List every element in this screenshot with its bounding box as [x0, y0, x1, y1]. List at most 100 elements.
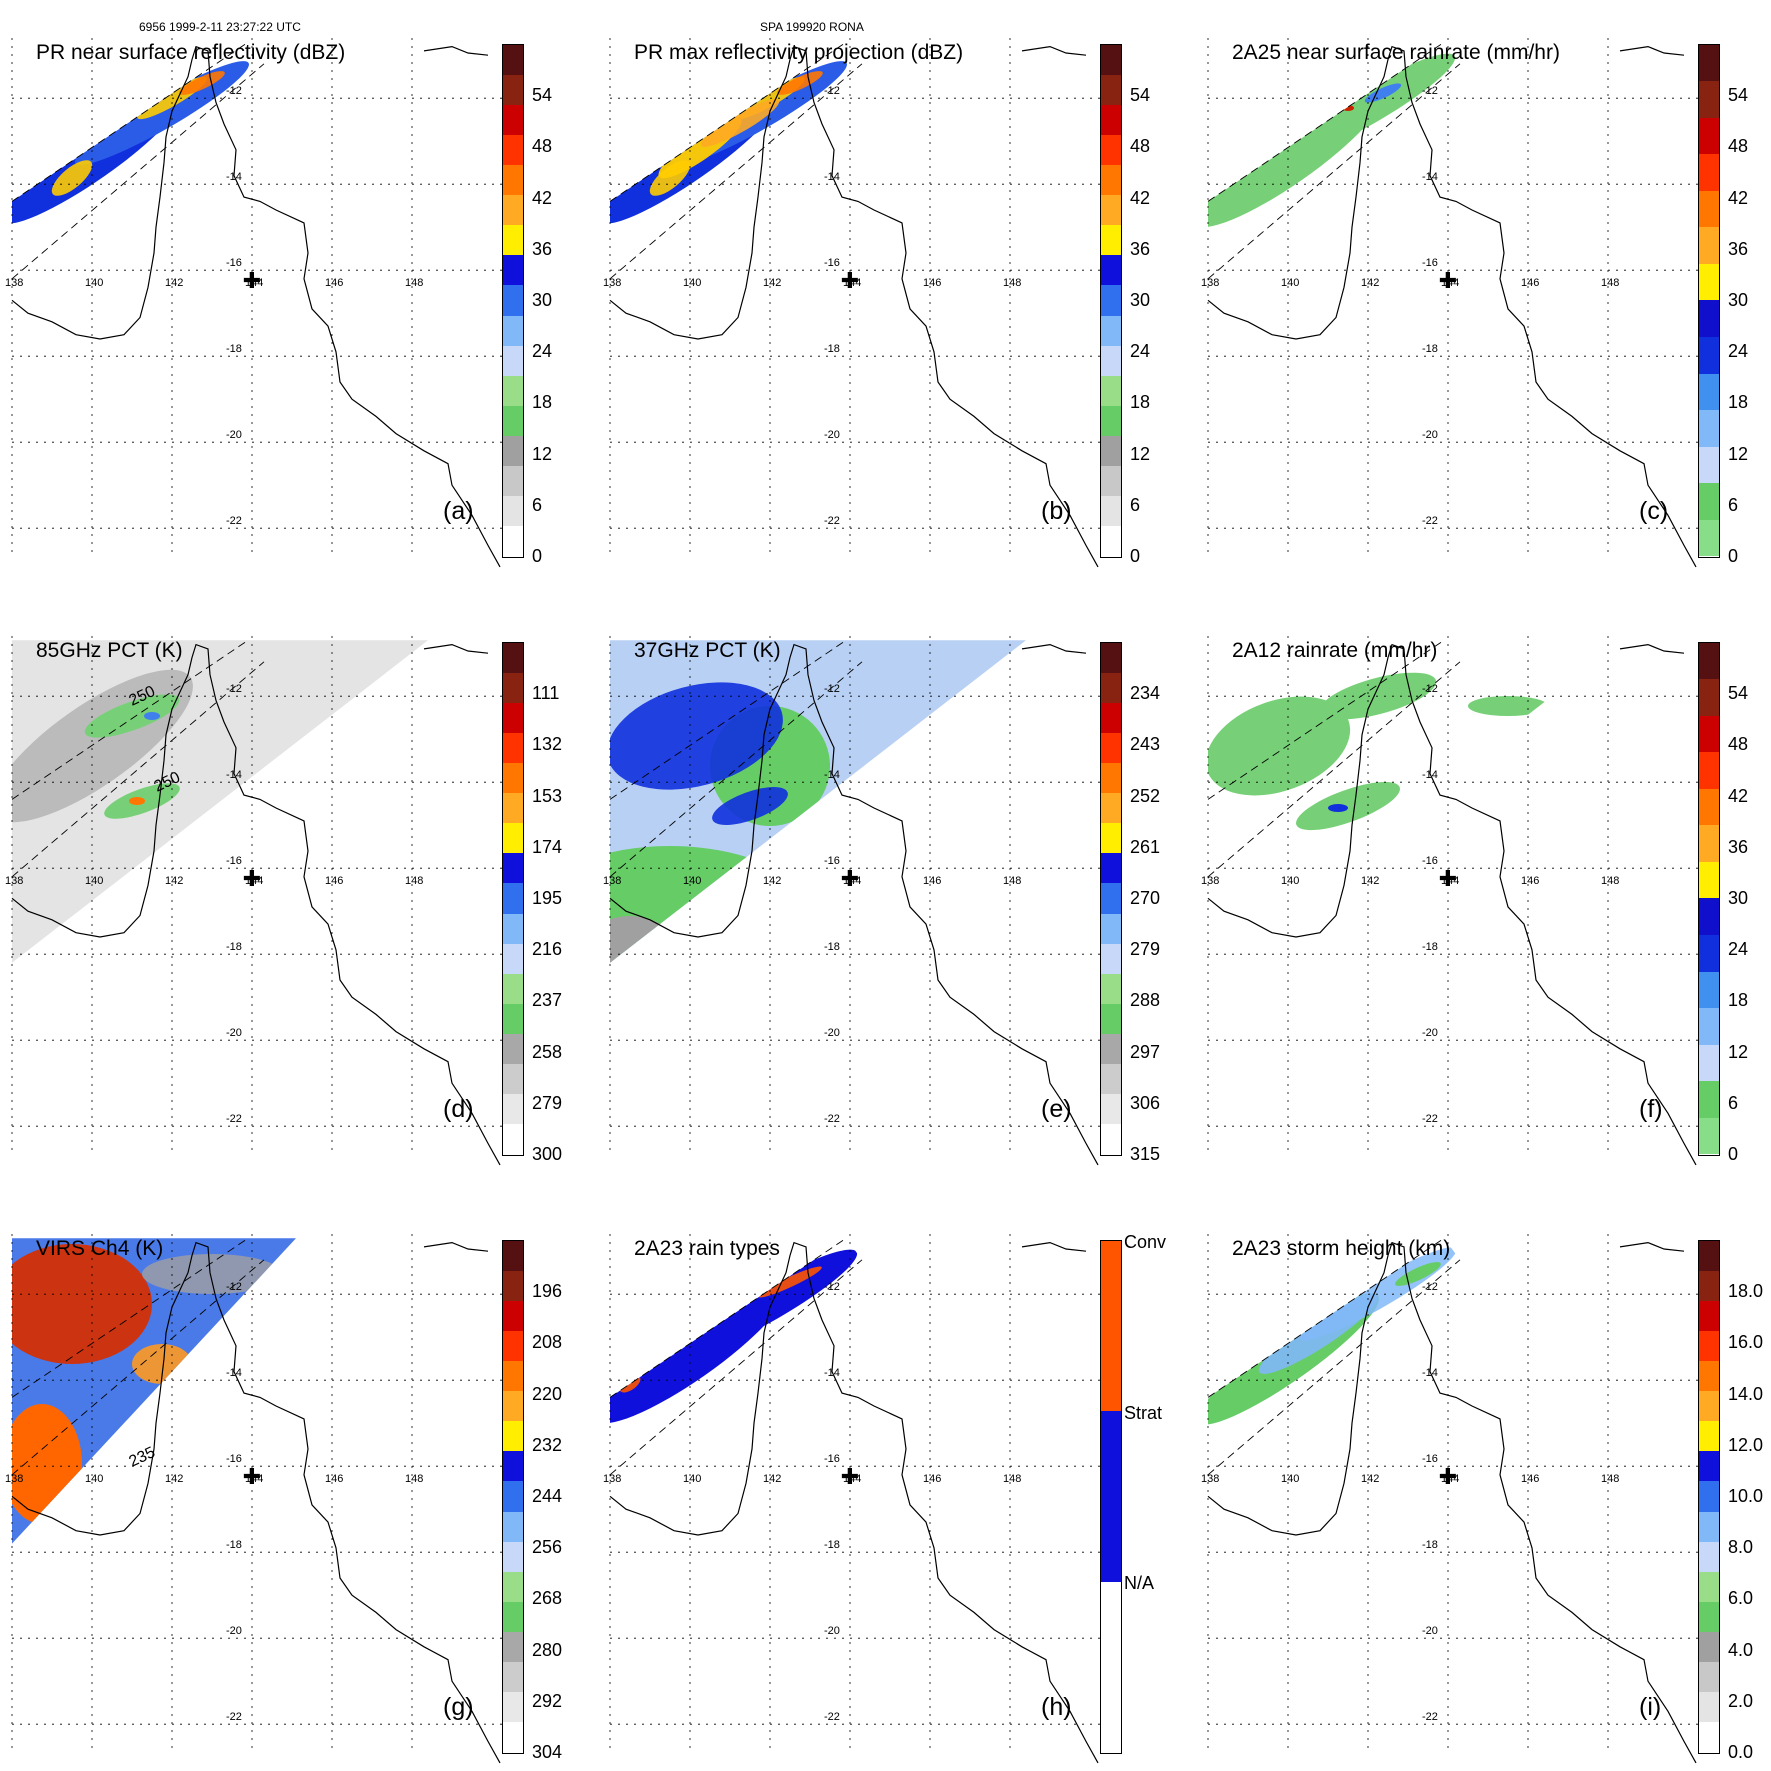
- colorbar-segment: [502, 164, 524, 196]
- colorbar-segment: [1698, 1571, 1720, 1602]
- swath-edge-south: [11, 1259, 265, 1476]
- coastline-fragment: [423, 643, 489, 654]
- colorbar-segment: [1698, 117, 1720, 155]
- colorbar-segment: [502, 194, 524, 226]
- panel-letter: (h): [1041, 1693, 1072, 1721]
- colorbar-segment: [1100, 1581, 1122, 1753]
- lon-tick-label: 148: [1003, 277, 1021, 289]
- colorbar-segment: [502, 435, 524, 467]
- colorbar-segment: [502, 913, 524, 944]
- colorbar-segment: [502, 1063, 524, 1095]
- colorbar-segment: [1698, 1691, 1720, 1723]
- lat-tick-label: -16: [1422, 855, 1438, 867]
- colorbar-segment: [502, 284, 524, 316]
- colorbar-segment: [1698, 642, 1720, 680]
- scattering-region: [84, 694, 180, 738]
- map-panel-e: 138 140 142 144 146 148 -12 -14 -16 -18 -20 -22 ✚ 37G…: [603, 636, 1160, 1166]
- colorbar: 0 6 12 18 24 30 36 42 48 54: [502, 44, 552, 565]
- reflectivity-core: [700, 99, 780, 147]
- colorbar: 0 6 12 18 24 30 36 42 48 54: [1698, 642, 1748, 1163]
- lon-tick-label: 146: [1521, 875, 1539, 887]
- colorbar-label: 261: [1130, 836, 1161, 857]
- colorbar-segment: [1100, 882, 1122, 914]
- lon-tick-label: 138: [5, 1473, 23, 1485]
- colorbar-segment: [1698, 1270, 1720, 1301]
- lat-lon-grid: [1207, 38, 1698, 558]
- colorbar-label: 18.0: [1728, 1281, 1764, 1302]
- colorbar-segment: [1100, 74, 1122, 105]
- colorbar-segment: [1100, 1063, 1122, 1095]
- colorbar-label: 256: [532, 1537, 563, 1558]
- lat-tick-label: -16: [226, 855, 242, 867]
- warm-region: [142, 1254, 282, 1294]
- colorbar-segment: [1100, 134, 1122, 165]
- data-overlay: [1208, 672, 1548, 831]
- lon-tick-label: 140: [85, 277, 103, 289]
- colorbar-segment: [1698, 1117, 1720, 1155]
- lat-tick-label: -12: [824, 85, 840, 97]
- colorbar-segment: [1698, 190, 1720, 228]
- panel-title: 2A23 rain types: [634, 1237, 780, 1260]
- colorbar-label: 300: [532, 1144, 563, 1164]
- lat-tick-label: -20: [1422, 429, 1438, 441]
- coastline: [1207, 643, 1697, 1166]
- colorbar-segment: [502, 1240, 524, 1271]
- lat-tick-label: -18: [824, 343, 840, 355]
- colorbar-segment: [1100, 525, 1122, 557]
- lat-tick-label: -20: [226, 1027, 242, 1039]
- lat-lon-grid: [1207, 636, 1698, 1156]
- lat-tick-label: -16: [1422, 1453, 1438, 1465]
- colorbar-label: 30: [532, 290, 553, 310]
- colorbar-segment: [1698, 1420, 1720, 1452]
- colorbar-segment: [1698, 971, 1720, 1009]
- colorbar-label: 195: [532, 888, 563, 908]
- colorbar-segment: [502, 1093, 524, 1125]
- colorbar-label: 268: [532, 1588, 563, 1609]
- colorbar-frame: [502, 1240, 524, 1754]
- lat-tick-label: -12: [226, 683, 242, 695]
- storm-center-marker: ✚: [840, 865, 860, 891]
- lat-tick-label: -12: [1422, 1281, 1438, 1293]
- lat-tick-label: -12: [824, 1281, 840, 1293]
- colorbar-segment: [1100, 315, 1122, 346]
- colorbar-segment: [1100, 435, 1122, 467]
- colorbar-label: 36: [1728, 836, 1749, 857]
- colorbar-segment: [1100, 762, 1122, 794]
- data-overlay: [1208, 53, 1456, 228]
- panel-title: 85GHz PCT (K): [36, 639, 183, 662]
- lon-tick-label: 140: [683, 875, 701, 887]
- map-plot: 138 140 142 144 146 148 -12 -14 -16 -18 -20 -22 235: [5, 1234, 502, 1764]
- colorbar-label: 48: [1728, 734, 1749, 755]
- lat-tick-label: -14: [824, 171, 840, 183]
- lat-tick-label: -20: [226, 429, 242, 441]
- colorbar-label: N/A: [1124, 1573, 1155, 1594]
- colorbar-segment: [502, 345, 524, 376]
- colorbar-segment: [1698, 482, 1720, 520]
- colorbar-label: 54: [1728, 683, 1749, 704]
- colorbar-label: 280: [532, 1639, 563, 1660]
- colorbar-segment: [1100, 822, 1122, 854]
- colorbar-segment: [502, 1691, 524, 1723]
- data-overlay: [610, 61, 847, 224]
- colorbar-label: 16.0: [1728, 1332, 1764, 1353]
- colorbar-segment: [1100, 254, 1122, 286]
- rain-type-field: [682, 1249, 858, 1355]
- scattering-region: [610, 682, 783, 790]
- colorbar-label: 6: [1130, 494, 1141, 515]
- lat-tick-label: -18: [1422, 343, 1438, 355]
- lat-tick-label: -22: [226, 1711, 242, 1723]
- colorbar-segment: [1698, 1511, 1720, 1542]
- map-panel-a: 138 140 142 144 146 148 -12 -14 -16 -18 -20 -22 ✚ PR …: [5, 38, 552, 568]
- colorbar-segment: [1100, 943, 1122, 974]
- coastline-fragment: [1021, 1241, 1087, 1252]
- colorbar-segment: [1698, 898, 1720, 936]
- colorbar-label: 48: [1130, 136, 1151, 157]
- colorbar-segment: [1698, 788, 1720, 826]
- colorbar-segment: [502, 254, 524, 286]
- coastline: [1207, 1241, 1697, 1764]
- storm-center-marker: ✚: [840, 1463, 860, 1489]
- lat-tick-label: -20: [226, 1625, 242, 1637]
- reflectivity-core: [777, 71, 823, 95]
- colorbar-label: Conv: [1124, 1232, 1167, 1252]
- colorbar-segment: [502, 315, 524, 346]
